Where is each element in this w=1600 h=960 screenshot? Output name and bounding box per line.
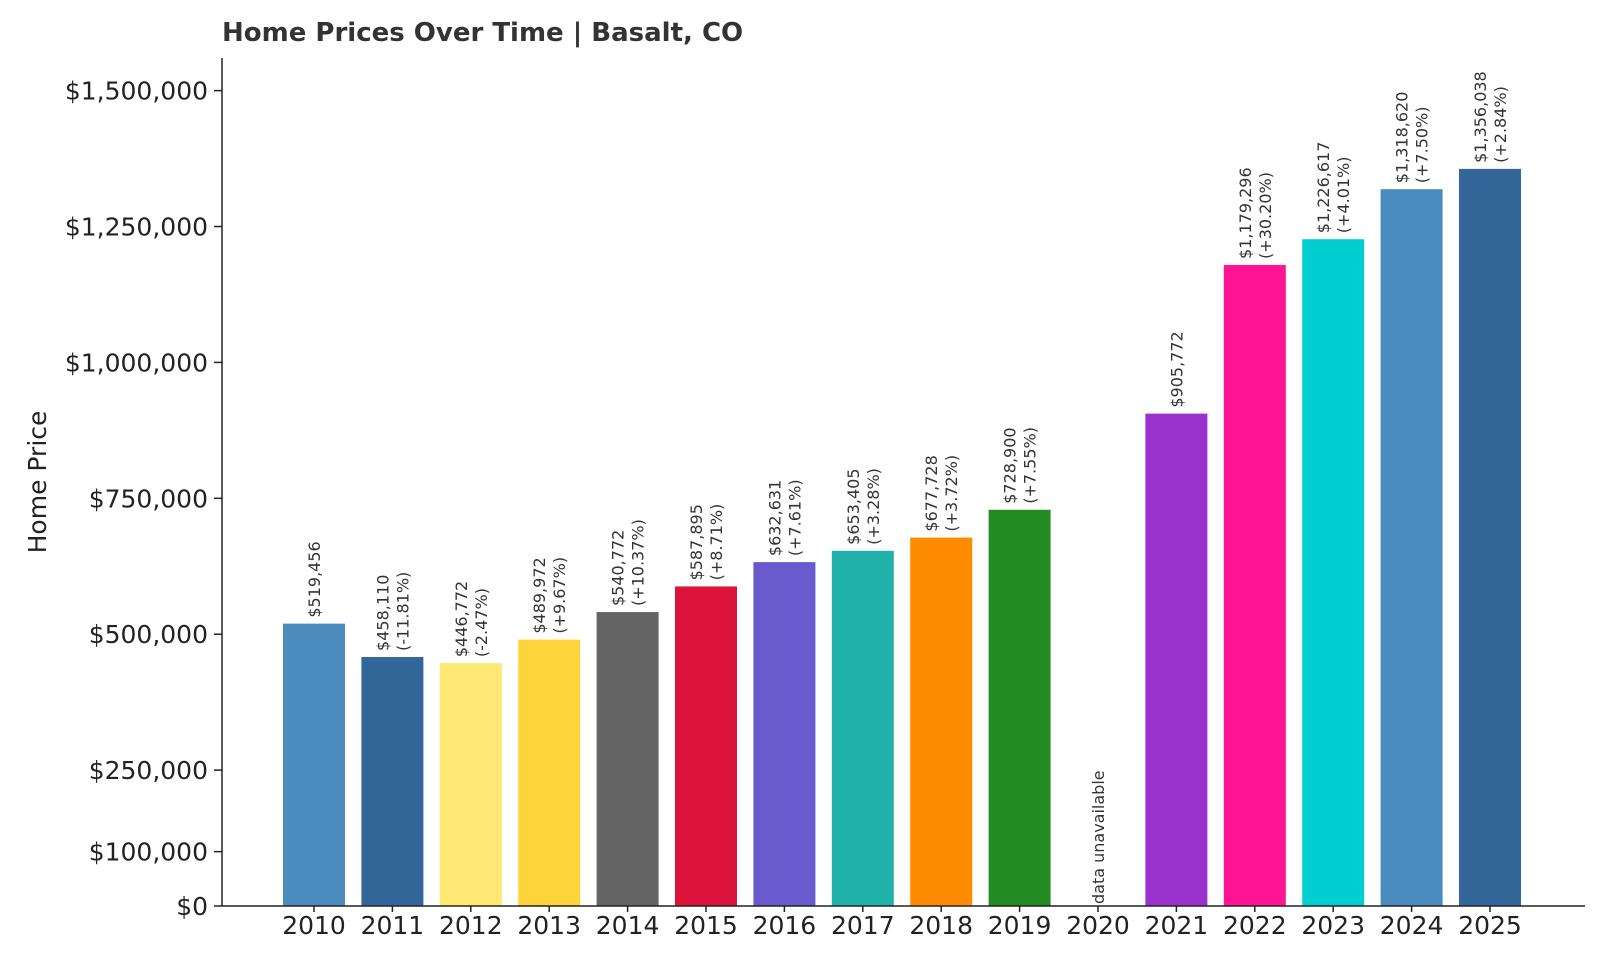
y-tick-label: $100,000	[89, 838, 208, 867]
x-tick-label: 2016	[753, 911, 817, 940]
data-label-2023: $1,226,617 (+4.01%)	[1314, 142, 1353, 234]
data-label-line: (-11.81%)	[393, 572, 412, 651]
x-tick-label: 2017	[831, 911, 895, 940]
bar-2014	[596, 612, 659, 906]
x-tick-label: 2011	[361, 911, 425, 940]
data-label-line: $458,110	[373, 575, 392, 651]
x-tick-label: 2018	[909, 911, 973, 940]
data-label-2011: $458,110 (-11.81%)	[373, 572, 412, 651]
y-axis-label: Home Price	[23, 411, 52, 554]
data-label-line: $446,772	[452, 581, 471, 657]
data-label-2010: $519,456	[305, 541, 324, 617]
data-label-line: (+4.01%)	[1334, 157, 1353, 234]
bar-2022	[1223, 264, 1286, 906]
data-label-2015: $587,895 (+8.71%)	[687, 504, 726, 581]
y-tick-label: $1,500,000	[65, 77, 208, 106]
bar-2023	[1302, 239, 1365, 906]
data-label-line: (+30.20%)	[1256, 172, 1275, 259]
data-label-2024: $1,318,620 (+7.50%)	[1393, 92, 1432, 184]
data-label-2013: $489,972 (+9.67%)	[530, 557, 569, 634]
data-label-line: $905,772	[1167, 331, 1186, 407]
data-label-line: (+3.72%)	[942, 455, 961, 532]
bar-2013	[518, 639, 581, 906]
bar-2012	[439, 663, 502, 906]
y-tick-label: $1,250,000	[65, 213, 208, 242]
bar-2017	[831, 550, 894, 906]
data-label-2022: $1,179,296 (+30.20%)	[1236, 167, 1275, 259]
data-label-line: (-2.47%)	[472, 588, 491, 657]
y-tick-label: $750,000	[89, 484, 208, 513]
x-tick-label: 2019	[988, 911, 1052, 940]
data-label-line: $489,972	[530, 557, 549, 633]
x-tick-label: 2021	[1145, 911, 1209, 940]
x-tick-label: 2012	[439, 911, 503, 940]
bar-2025	[1459, 168, 1521, 907]
data-label-2017: $653,405 (+3.28%)	[844, 468, 883, 545]
data-label-line: $587,895	[687, 504, 706, 580]
x-tick-label: 2020	[1066, 911, 1130, 940]
y-tick-label: $1,000,000	[65, 348, 208, 377]
bar-2015	[675, 586, 737, 906]
data-label-line: (+2.84%)	[1491, 86, 1510, 163]
chart-title: Home Prices Over Time | Basalt, CO	[222, 18, 744, 48]
data-label-line: $540,772	[609, 530, 628, 606]
data-labels-group: $519,456 $458,110 (-11.81%) $446,772 (-2.47%…	[305, 71, 1510, 904]
bar-2016	[753, 562, 816, 906]
x-tick-label: 2014	[596, 911, 660, 940]
data-label-line: $653,405	[844, 468, 863, 544]
data-label-line: (+3.28%)	[864, 468, 883, 545]
data-label-line: (+7.61%)	[785, 479, 804, 556]
y-tick-label: $500,000	[89, 620, 208, 649]
axes-group	[221, 58, 1585, 907]
x-ticks-group: 2010 2011 2012 2013 2014 2015 2016 2017 2018 2019…	[282, 906, 1522, 940]
data-label-line: $1,179,296	[1236, 167, 1255, 259]
x-tick-label: 2023	[1301, 911, 1365, 940]
x-tick-label: 2025	[1458, 911, 1522, 940]
data-label-line: (+10.37%)	[629, 519, 648, 606]
data-label-2018: $677,728 (+3.72%)	[922, 455, 961, 532]
data-label-line: (+7.55%)	[1021, 427, 1040, 504]
data-label-line: $1,356,038	[1471, 71, 1490, 163]
data-label-2012: $446,772 (-2.47%)	[452, 581, 491, 657]
bar-2024	[1380, 189, 1443, 907]
bar-2011	[361, 656, 424, 906]
x-tick-label: 2024	[1380, 911, 1444, 940]
data-label-line: $1,318,620	[1393, 92, 1412, 184]
data-label-line: (+7.50%)	[1413, 106, 1432, 183]
data-label-line: (+9.67%)	[550, 557, 569, 634]
y-tick-label: $250,000	[89, 756, 208, 785]
y-tick-label: $0	[176, 892, 208, 921]
data-label-2025: $1,356,038 (+2.84%)	[1471, 71, 1510, 163]
data-label-2014: $540,772 (+10.37%)	[609, 519, 648, 606]
data-label-line: $1,226,617	[1314, 142, 1333, 234]
data-label-line: $519,456	[305, 541, 324, 617]
bar-2018	[910, 537, 973, 906]
y-ticks-group: $0 $100,000 $250,000 $500,000 $750,000 $1,000…	[65, 77, 222, 921]
bar-2019	[988, 509, 1051, 906]
x-tick-label: 2015	[674, 911, 738, 940]
data-label-line: $632,631	[765, 480, 784, 556]
data-label-line: data unavailable	[1089, 770, 1108, 904]
data-label-line: (+8.71%)	[707, 504, 726, 581]
data-label-2020: data unavailable	[1089, 770, 1108, 904]
data-label-line: $677,728	[922, 455, 941, 531]
data-label-2021: $905,772	[1167, 331, 1186, 407]
data-label-2019: $728,900 (+7.55%)	[1001, 427, 1040, 504]
data-label-line: $728,900	[1001, 427, 1020, 503]
bars-group	[283, 168, 1521, 907]
x-tick-label: 2013	[517, 911, 581, 940]
bar-2010	[283, 623, 345, 906]
data-label-2016: $632,631 (+7.61%)	[765, 479, 804, 556]
bar-2021	[1145, 413, 1208, 906]
x-tick-label: 2022	[1223, 911, 1287, 940]
x-tick-label: 2010	[282, 911, 346, 940]
